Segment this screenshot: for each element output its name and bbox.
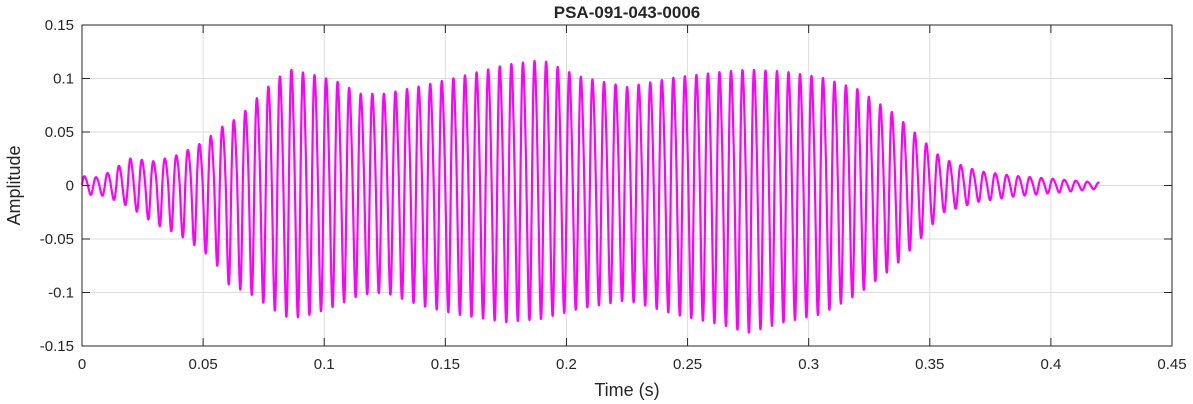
series-layer <box>80 59 1101 334</box>
y-tick-label: 0.1 <box>53 71 74 88</box>
y-tick-labels: 0.15 0.1 0.05 0 -0.05 -0.1 -0.15 <box>40 17 74 355</box>
x-tick-label: 0.25 <box>673 356 702 373</box>
x-tick-label: 0 <box>78 356 86 373</box>
y-tick-label: 0.15 <box>45 17 74 34</box>
x-tick-labels: 0 0.05 0.1 0.15 0.2 0.25 0.3 0.35 0.4 0.45 <box>78 356 1187 373</box>
x-tick-label: 0.05 <box>189 356 218 373</box>
x-tick-label: 0.35 <box>915 356 944 373</box>
x-tick-label: 0.15 <box>431 356 460 373</box>
chart-title: PSA-091-043-0006 <box>554 3 700 22</box>
x-tick-label: 0.2 <box>556 356 577 373</box>
y-tick-label: -0.05 <box>40 231 74 248</box>
tick-marks <box>81 24 1173 347</box>
y-tick-label: -0.1 <box>48 285 74 302</box>
y-axis-title: Amplitude <box>4 145 24 225</box>
y-tick-label: -0.15 <box>40 338 74 355</box>
x-tick-label: 0.45 <box>1157 356 1186 373</box>
x-tick-label: 0.3 <box>798 356 819 373</box>
y-tick-label: 0.05 <box>45 124 74 141</box>
x-axis-title: Time (s) <box>594 380 659 400</box>
x-tick-label: 0.4 <box>1040 356 1061 373</box>
x-tick-label: 0.1 <box>314 356 335 373</box>
waveform-line <box>80 59 1101 334</box>
y-tick-label: 0 <box>66 178 74 195</box>
